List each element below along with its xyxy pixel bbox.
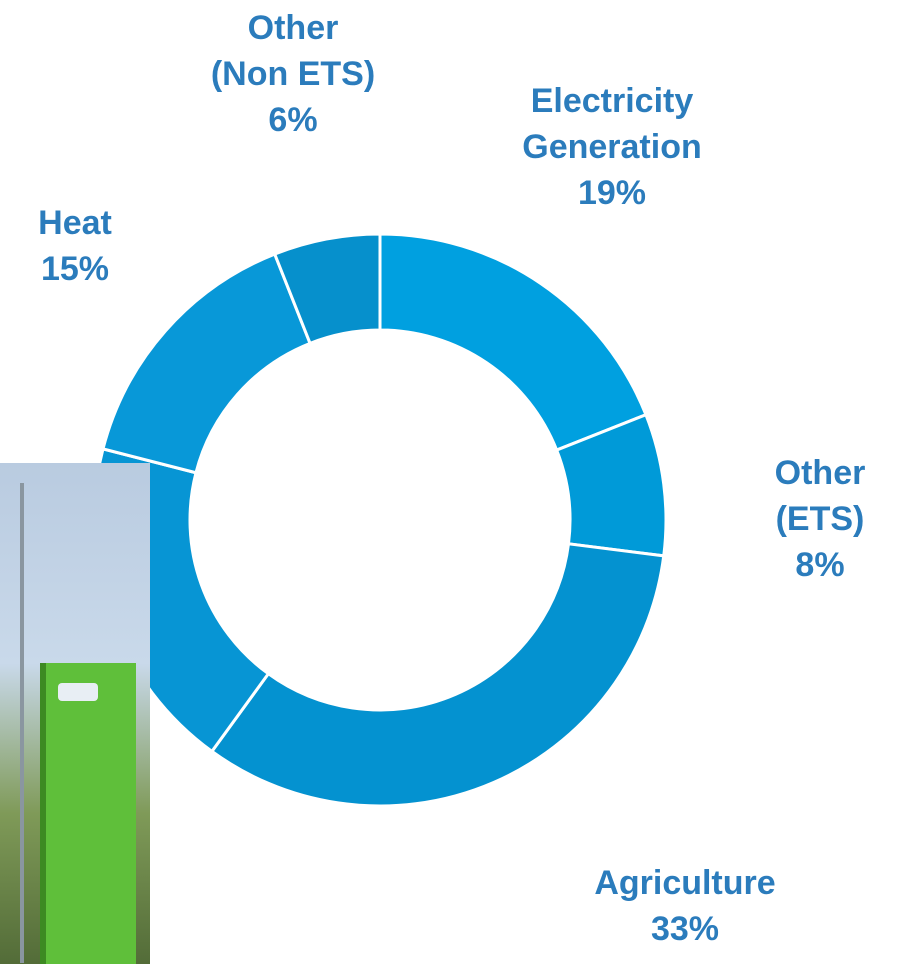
segment-label: Other (Non ETS) 6%: [163, 5, 423, 143]
donut-segment: [209, 542, 666, 808]
value-label: 19%: [577, 174, 647, 212]
segment-label: Other (ETS) 8%: [690, 450, 906, 588]
category-name: Electricity Generation: [522, 82, 702, 166]
donut-segment: [378, 232, 648, 453]
category-name: Heat: [38, 204, 112, 242]
charger-panel: [58, 683, 98, 701]
category-name: Other (Non ETS): [210, 9, 376, 93]
segment-label: Heat 15%: [0, 200, 205, 292]
category-name: Agriculture: [594, 864, 776, 902]
charger-post: [40, 663, 136, 964]
segment-label: Electricity Generation 19%: [482, 78, 742, 216]
value-label: 6%: [268, 101, 318, 139]
donut-segment: [272, 232, 382, 346]
lamp-post: [20, 483, 24, 963]
value-label: 33%: [650, 910, 720, 948]
value-label: 8%: [795, 546, 845, 584]
segment-label: Agriculture 33%: [555, 860, 815, 952]
value-label: 15%: [40, 250, 110, 288]
photo: [0, 463, 150, 964]
category-name: Other (ETS): [774, 454, 866, 538]
